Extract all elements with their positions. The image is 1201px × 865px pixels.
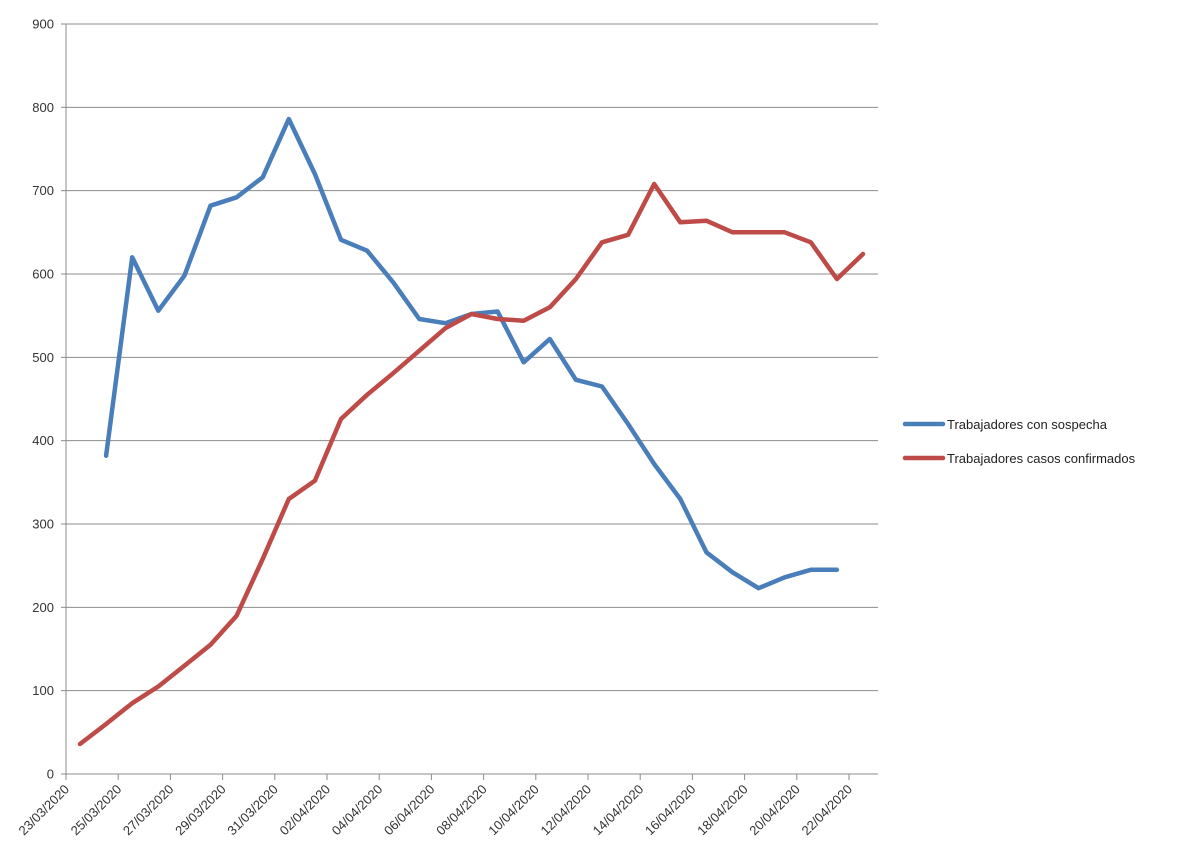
- y-tick-label: 900: [32, 17, 54, 32]
- x-tick-label: 10/04/2020: [485, 782, 542, 839]
- y-tick-label: 800: [32, 100, 54, 115]
- legend-label: Trabajadores casos confirmados: [947, 451, 1136, 466]
- series-lines: [77, 116, 866, 747]
- x-tick-label: 27/03/2020: [120, 782, 177, 839]
- x-tick-label: 12/04/2020: [537, 782, 594, 839]
- x-tick-label: 16/04/2020: [642, 782, 699, 839]
- x-axis-tick-labels: 23/03/202025/03/202027/03/202029/03/2020…: [15, 782, 855, 839]
- y-axis-tick-labels: 0 100 200 300 400 500 600 700 800 900: [32, 17, 54, 782]
- y-tick-label: 400: [32, 433, 54, 448]
- x-tick-label: 02/04/2020: [276, 782, 333, 839]
- series-line-confirmados: [77, 181, 866, 747]
- gridlines: [66, 23, 878, 692]
- legend: Trabajadores con sospecha Trabajadores ca…: [902, 417, 1136, 466]
- x-tick-label: 22/04/2020: [798, 782, 855, 839]
- y-tick-label: 600: [32, 267, 54, 282]
- x-tick-label: 20/04/2020: [746, 782, 803, 839]
- y-tick-label: 0: [47, 767, 54, 782]
- y-tick-label: 100: [32, 683, 54, 698]
- x-tick-label: 23/03/2020: [15, 782, 72, 839]
- x-tick-label: 08/04/2020: [433, 782, 490, 839]
- x-tick-label: 06/04/2020: [381, 782, 438, 839]
- x-tick-label: 31/03/2020: [224, 782, 281, 839]
- y-tick-label: 500: [32, 350, 54, 365]
- x-tick-label: 25/03/2020: [68, 782, 125, 839]
- axes: [61, 23, 878, 780]
- x-tick-label: 29/03/2020: [172, 782, 229, 839]
- series-line-sospecha: [103, 116, 840, 591]
- x-tick-label: 18/04/2020: [694, 782, 751, 839]
- x-tick-label: 14/04/2020: [590, 782, 647, 839]
- x-tick-label: 04/04/2020: [329, 782, 386, 839]
- y-tick-label: 700: [32, 183, 54, 198]
- legend-label: Trabajadores con sospecha: [947, 417, 1108, 432]
- y-tick-label: 300: [32, 517, 54, 532]
- y-tick-label: 200: [32, 600, 54, 615]
